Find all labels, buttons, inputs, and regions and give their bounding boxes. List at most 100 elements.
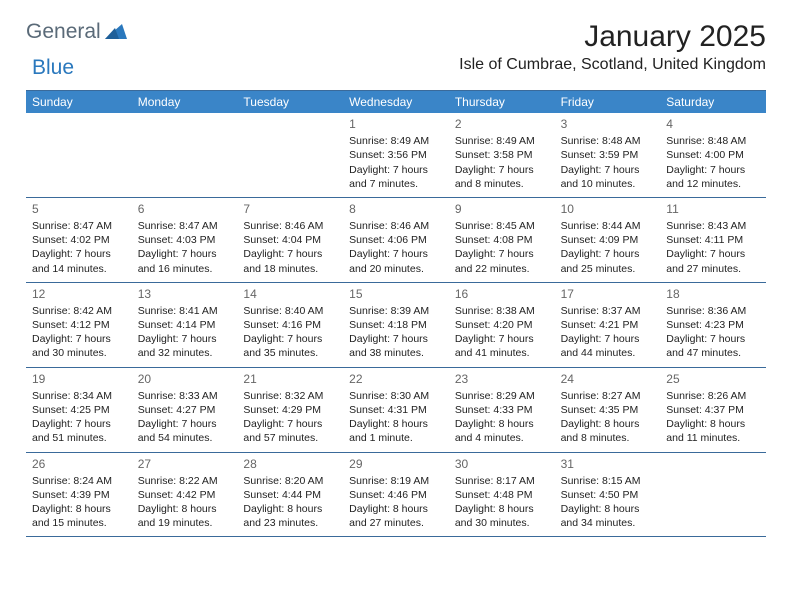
cell-line: Sunset: 4:16 PM (243, 318, 337, 332)
cell-line: Sunset: 4:25 PM (32, 403, 126, 417)
calendar-cell: 17Sunrise: 8:37 AMSunset: 4:21 PMDayligh… (555, 283, 661, 367)
cell-line: Sunrise: 8:34 AM (32, 389, 126, 403)
cell-line: Daylight: 7 hours (561, 163, 655, 177)
cell-line: Sunrise: 8:46 AM (349, 219, 443, 233)
cell-line: Daylight: 7 hours (32, 247, 126, 261)
cell-line: Sunrise: 8:45 AM (455, 219, 549, 233)
cell-line: Sunrise: 8:38 AM (455, 304, 549, 318)
day-number: 3 (561, 116, 655, 132)
cell-line: Daylight: 7 hours (349, 247, 443, 261)
cell-line: and 47 minutes. (666, 346, 760, 360)
title-block: January 2025 Isle of Cumbrae, Scotland, … (459, 20, 766, 74)
cell-line: and 7 minutes. (349, 177, 443, 191)
day-number: 1 (349, 116, 443, 132)
cell-line: Sunset: 4:18 PM (349, 318, 443, 332)
calendar-cell: 3Sunrise: 8:48 AMSunset: 3:59 PMDaylight… (555, 113, 661, 197)
calendar-cell: 23Sunrise: 8:29 AMSunset: 4:33 PMDayligh… (449, 368, 555, 452)
cell-line: Sunrise: 8:15 AM (561, 474, 655, 488)
logo-text-general: General (26, 20, 101, 44)
cell-line: Sunset: 4:27 PM (138, 403, 232, 417)
cell-line: and 8 minutes. (455, 177, 549, 191)
calendar-cell: 21Sunrise: 8:32 AMSunset: 4:29 PMDayligh… (237, 368, 343, 452)
day-number: 22 (349, 371, 443, 387)
cell-line: Sunrise: 8:26 AM (666, 389, 760, 403)
cell-line: Daylight: 8 hours (349, 502, 443, 516)
day-number: 26 (32, 456, 126, 472)
calendar-cell: 5Sunrise: 8:47 AMSunset: 4:02 PMDaylight… (26, 198, 132, 282)
cell-line: Daylight: 7 hours (455, 332, 549, 346)
cell-line: Sunset: 4:46 PM (349, 488, 443, 502)
cell-line: Sunset: 4:37 PM (666, 403, 760, 417)
calendar-cell: 29Sunrise: 8:19 AMSunset: 4:46 PMDayligh… (343, 453, 449, 537)
cell-line: and 32 minutes. (138, 346, 232, 360)
cell-line: Daylight: 8 hours (138, 502, 232, 516)
cell-line: Sunrise: 8:49 AM (455, 134, 549, 148)
cell-line: Sunrise: 8:37 AM (561, 304, 655, 318)
logo: General (26, 20, 129, 44)
calendar-week: 1Sunrise: 8:49 AMSunset: 3:56 PMDaylight… (26, 113, 766, 198)
cell-line: Daylight: 8 hours (349, 417, 443, 431)
calendar-cell: 12Sunrise: 8:42 AMSunset: 4:12 PMDayligh… (26, 283, 132, 367)
cell-line: Sunset: 4:29 PM (243, 403, 337, 417)
cell-line: and 1 minute. (349, 431, 443, 445)
calendar-cell (237, 113, 343, 197)
calendar-cell (132, 113, 238, 197)
cell-line: Daylight: 7 hours (561, 247, 655, 261)
month-title: January 2025 (459, 20, 766, 54)
cell-line: Daylight: 7 hours (32, 417, 126, 431)
day-header: Monday (132, 91, 238, 113)
cell-line: Sunrise: 8:17 AM (455, 474, 549, 488)
cell-line: Sunset: 3:58 PM (455, 148, 549, 162)
cell-line: and 15 minutes. (32, 516, 126, 530)
cell-line: Sunrise: 8:44 AM (561, 219, 655, 233)
calendar-cell: 30Sunrise: 8:17 AMSunset: 4:48 PMDayligh… (449, 453, 555, 537)
day-number: 16 (455, 286, 549, 302)
day-number: 11 (666, 201, 760, 217)
cell-line: and 30 minutes. (32, 346, 126, 360)
cell-line: Sunrise: 8:20 AM (243, 474, 337, 488)
cell-line: and 34 minutes. (561, 516, 655, 530)
cell-line: and 44 minutes. (561, 346, 655, 360)
day-number: 10 (561, 201, 655, 217)
day-number: 24 (561, 371, 655, 387)
calendar-cell: 20Sunrise: 8:33 AMSunset: 4:27 PMDayligh… (132, 368, 238, 452)
cell-line: Sunset: 4:44 PM (243, 488, 337, 502)
day-header: Saturday (660, 91, 766, 113)
cell-line: Daylight: 8 hours (561, 417, 655, 431)
cell-line: Sunset: 4:20 PM (455, 318, 549, 332)
calendar-cell: 7Sunrise: 8:46 AMSunset: 4:04 PMDaylight… (237, 198, 343, 282)
logo-text-blue: Blue (32, 56, 74, 80)
cell-line: Sunrise: 8:48 AM (666, 134, 760, 148)
cell-line: Sunset: 4:33 PM (455, 403, 549, 417)
cell-line: Sunset: 3:59 PM (561, 148, 655, 162)
calendar-week: 12Sunrise: 8:42 AMSunset: 4:12 PMDayligh… (26, 283, 766, 368)
cell-line: Sunset: 4:35 PM (561, 403, 655, 417)
day-number: 29 (349, 456, 443, 472)
calendar-cell (26, 113, 132, 197)
cell-line: and 12 minutes. (666, 177, 760, 191)
cell-line: and 16 minutes. (138, 262, 232, 276)
calendar-cell: 9Sunrise: 8:45 AMSunset: 4:08 PMDaylight… (449, 198, 555, 282)
cell-line: Sunrise: 8:39 AM (349, 304, 443, 318)
calendar: Sunday Monday Tuesday Wednesday Thursday… (26, 90, 766, 537)
cell-line: Daylight: 7 hours (455, 163, 549, 177)
calendar-week: 26Sunrise: 8:24 AMSunset: 4:39 PMDayligh… (26, 453, 766, 538)
day-number: 12 (32, 286, 126, 302)
cell-line: Sunrise: 8:29 AM (455, 389, 549, 403)
cell-line: Daylight: 7 hours (243, 247, 337, 261)
cell-line: Sunset: 4:06 PM (349, 233, 443, 247)
day-number: 15 (349, 286, 443, 302)
cell-line: Sunset: 4:09 PM (561, 233, 655, 247)
cell-line: and 8 minutes. (561, 431, 655, 445)
cell-line: Sunrise: 8:47 AM (138, 219, 232, 233)
calendar-cell: 27Sunrise: 8:22 AMSunset: 4:42 PMDayligh… (132, 453, 238, 537)
cell-line: and 35 minutes. (243, 346, 337, 360)
day-number: 17 (561, 286, 655, 302)
cell-line: Daylight: 8 hours (561, 502, 655, 516)
day-number: 8 (349, 201, 443, 217)
calendar-cell: 4Sunrise: 8:48 AMSunset: 4:00 PMDaylight… (660, 113, 766, 197)
location: Isle of Cumbrae, Scotland, United Kingdo… (459, 56, 766, 74)
cell-line: and 22 minutes. (455, 262, 549, 276)
cell-line: and 18 minutes. (243, 262, 337, 276)
cell-line: Sunset: 4:31 PM (349, 403, 443, 417)
